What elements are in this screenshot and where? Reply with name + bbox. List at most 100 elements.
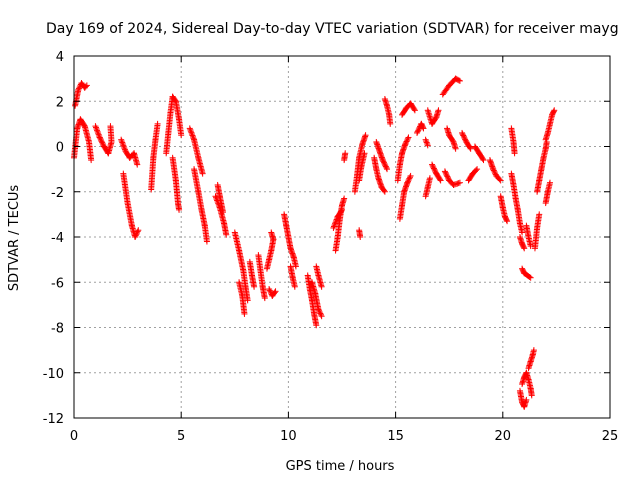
data-point bbox=[381, 187, 388, 194]
data-point bbox=[527, 274, 534, 281]
data-point bbox=[315, 306, 322, 313]
data-point bbox=[223, 231, 230, 238]
data-point bbox=[442, 169, 449, 176]
data-point bbox=[134, 161, 141, 168]
data-point bbox=[97, 135, 104, 142]
data-point bbox=[291, 283, 298, 290]
data-point bbox=[456, 77, 463, 84]
data-point bbox=[479, 155, 486, 162]
data-point bbox=[546, 179, 553, 186]
data-point bbox=[186, 125, 193, 132]
data-point bbox=[436, 176, 443, 183]
data-point bbox=[536, 211, 543, 218]
data-point bbox=[528, 392, 535, 399]
data-point bbox=[497, 177, 504, 184]
x-tick-label-1: 5 bbox=[177, 429, 185, 444]
data-point bbox=[88, 157, 95, 164]
data-point bbox=[550, 108, 557, 115]
data-point bbox=[83, 82, 90, 89]
data-point bbox=[99, 140, 106, 147]
data-point bbox=[459, 131, 466, 138]
data-point bbox=[95, 131, 102, 138]
data-point bbox=[503, 217, 510, 224]
data-point bbox=[342, 150, 349, 157]
data-point bbox=[133, 231, 140, 238]
data-point bbox=[107, 123, 114, 130]
y-tick-label-0: -12 bbox=[43, 412, 64, 427]
data-point bbox=[411, 107, 418, 114]
data-point bbox=[523, 396, 530, 403]
data-point bbox=[429, 162, 436, 169]
x-axis-label: GPS time / hours bbox=[286, 459, 395, 474]
data-point bbox=[82, 83, 89, 90]
data-point bbox=[271, 289, 278, 296]
x-tick-label-4: 20 bbox=[495, 429, 512, 444]
data-point bbox=[121, 145, 128, 152]
data-point bbox=[473, 167, 479, 174]
data-point bbox=[419, 124, 426, 131]
data-point bbox=[414, 128, 421, 135]
data-point bbox=[338, 207, 345, 214]
data-point bbox=[132, 234, 139, 240]
data-point bbox=[415, 127, 422, 134]
data-point bbox=[429, 161, 436, 168]
data-point bbox=[414, 129, 421, 136]
data-point bbox=[332, 219, 339, 226]
data-point bbox=[317, 310, 324, 317]
data-point bbox=[331, 222, 338, 229]
data-point bbox=[334, 215, 341, 222]
data-point bbox=[435, 107, 442, 114]
data-point bbox=[318, 283, 325, 290]
data-point bbox=[316, 307, 323, 314]
data-point bbox=[380, 159, 387, 166]
y-tick-label-4: -4 bbox=[51, 231, 64, 246]
data-point bbox=[118, 138, 125, 145]
data-point bbox=[220, 209, 227, 216]
data-point bbox=[92, 124, 99, 131]
data-point bbox=[441, 168, 448, 175]
data-point bbox=[504, 218, 511, 225]
data-point bbox=[460, 133, 467, 140]
data-point bbox=[135, 227, 142, 234]
y-tick-label-3: -6 bbox=[51, 276, 64, 291]
data-point bbox=[261, 295, 268, 302]
data-point bbox=[134, 228, 141, 235]
data-point bbox=[444, 174, 451, 181]
data-point bbox=[430, 164, 437, 171]
data-point bbox=[519, 229, 526, 236]
data-point bbox=[480, 157, 487, 164]
data-point bbox=[266, 286, 273, 293]
data-point bbox=[474, 166, 481, 173]
data-point bbox=[423, 139, 430, 146]
y-tick-label-5: -2 bbox=[51, 186, 64, 201]
data-point bbox=[422, 136, 429, 143]
data-point bbox=[551, 107, 558, 114]
data-point bbox=[460, 132, 467, 139]
data-point bbox=[426, 175, 433, 182]
data-point bbox=[467, 145, 474, 152]
data-point bbox=[382, 163, 389, 170]
data-point bbox=[178, 132, 185, 139]
data-point bbox=[526, 273, 533, 280]
data-point bbox=[99, 139, 106, 146]
data-point bbox=[96, 134, 103, 141]
data-point bbox=[120, 142, 127, 149]
data-point bbox=[530, 347, 537, 354]
data-point bbox=[98, 138, 105, 145]
data-point bbox=[424, 140, 431, 147]
data-point bbox=[93, 125, 100, 132]
x-tick-label-2: 10 bbox=[280, 429, 297, 444]
data-point bbox=[384, 166, 391, 173]
data-point bbox=[490, 167, 497, 174]
data-point bbox=[452, 145, 459, 152]
y-axis-label: SDTVAR / TECUs bbox=[7, 185, 22, 292]
data-point bbox=[272, 288, 279, 295]
data-point bbox=[431, 166, 438, 173]
data-point bbox=[424, 142, 431, 149]
axis-ticks bbox=[73, 55, 611, 419]
data-point bbox=[188, 131, 195, 138]
data-point bbox=[466, 144, 473, 151]
data-point bbox=[490, 166, 497, 173]
y-tick-label-1: -10 bbox=[43, 367, 64, 382]
